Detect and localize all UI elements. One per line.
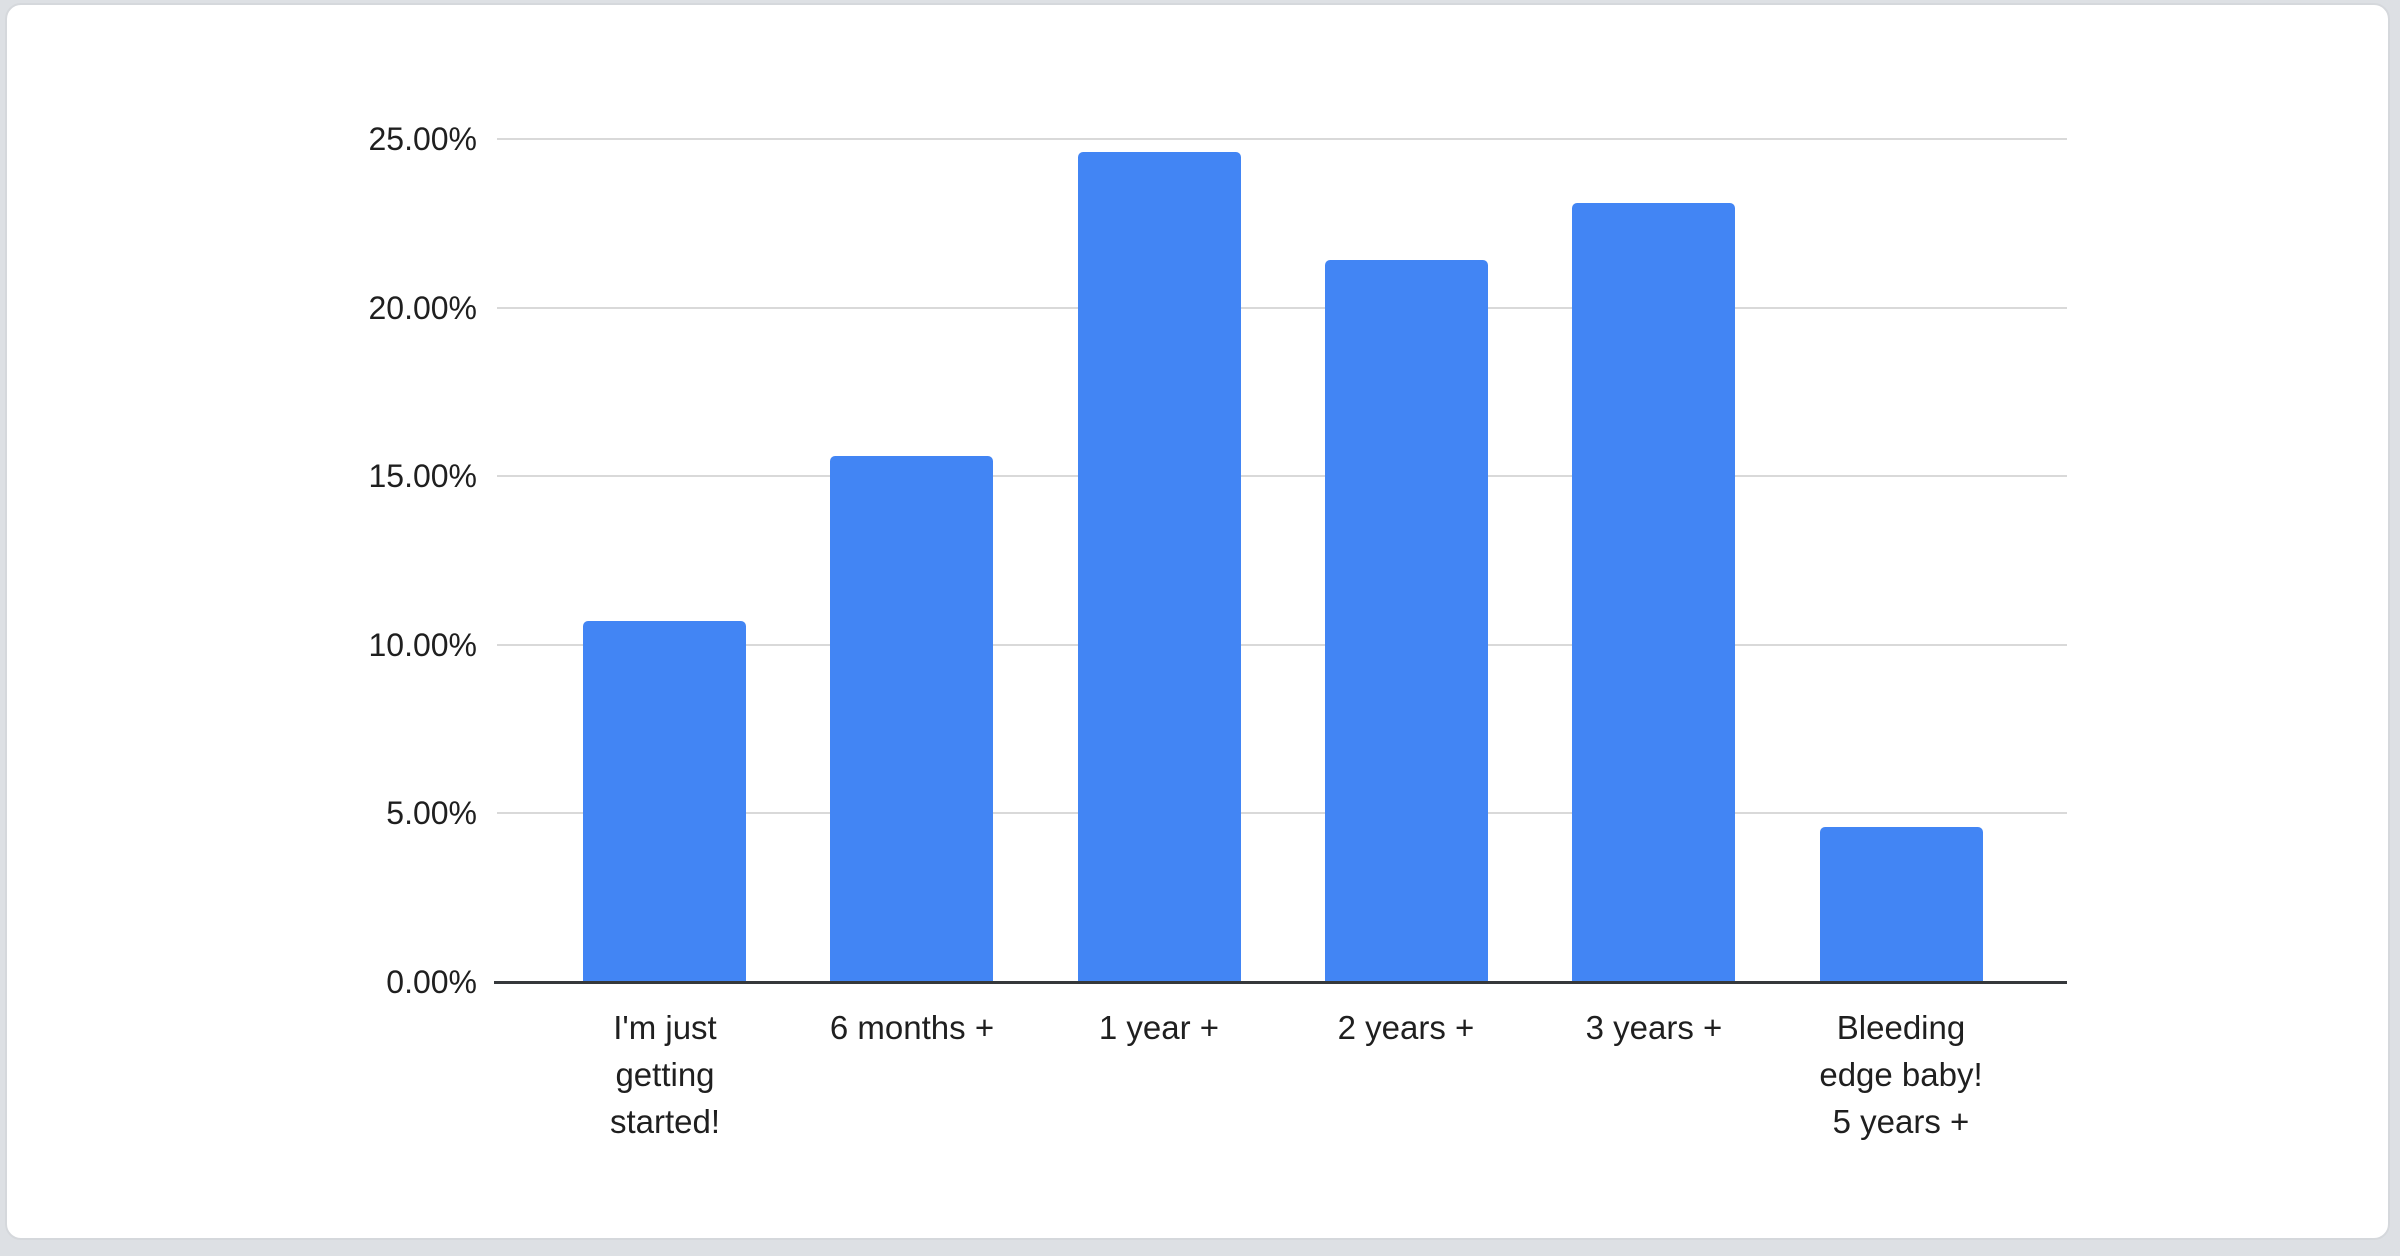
x-axis-label-line: Bleeding [1836, 1009, 1966, 1046]
x-axis-label-line: edge baby! [1819, 1056, 1983, 1093]
x-axis-label-line: getting [615, 1056, 715, 1093]
bar-1[interactable] [583, 621, 746, 982]
y-tick-label-5pct: 5.00% [386, 795, 477, 831]
bar-4[interactable] [1325, 260, 1488, 982]
bar-5[interactable] [1572, 203, 1735, 982]
y-tick-label-15pct: 15.00% [368, 458, 477, 494]
y-tick-label-20pct: 20.00% [368, 290, 477, 326]
x-axis-label-line: 3 years + [1585, 1009, 1723, 1046]
x-axis-label-1: I'm just getting started! [515, 1004, 815, 1145]
x-axis-line [494, 981, 2067, 984]
x-axis-label-5: 3 years + [1504, 1004, 1804, 1051]
gridline-25pct [497, 138, 2067, 140]
bar-6[interactable] [1820, 827, 1983, 982]
bar-2[interactable] [830, 456, 993, 982]
gridline-15pct [497, 475, 2067, 477]
y-tick-label-0pct: 0.00% [386, 964, 477, 1000]
bar-3[interactable] [1078, 152, 1241, 982]
x-axis-label-3: 1 year + [1009, 1004, 1309, 1051]
x-axis-label-line: I'm just [613, 1009, 717, 1046]
y-tick-label-10pct: 10.00% [368, 627, 477, 663]
x-axis-label-line: 1 year + [1098, 1009, 1220, 1046]
x-axis-label-2: 6 months + [762, 1004, 1062, 1051]
x-axis-label-line: 6 months + [829, 1009, 995, 1046]
gridline-20pct [497, 307, 2067, 309]
y-tick-label-25pct: 25.00% [368, 121, 477, 157]
x-axis-label-line: started! [609, 1103, 721, 1140]
x-axis-label-6: Bleeding edge baby! 5 years + [1751, 1004, 2051, 1145]
x-axis-label-line: 5 years + [1832, 1103, 1970, 1140]
x-axis-label-line: 2 years + [1337, 1009, 1475, 1046]
gridline-5pct [497, 812, 2067, 814]
gridline-10pct [497, 644, 2067, 646]
x-axis-label-4: 2 years + [1256, 1004, 1556, 1051]
